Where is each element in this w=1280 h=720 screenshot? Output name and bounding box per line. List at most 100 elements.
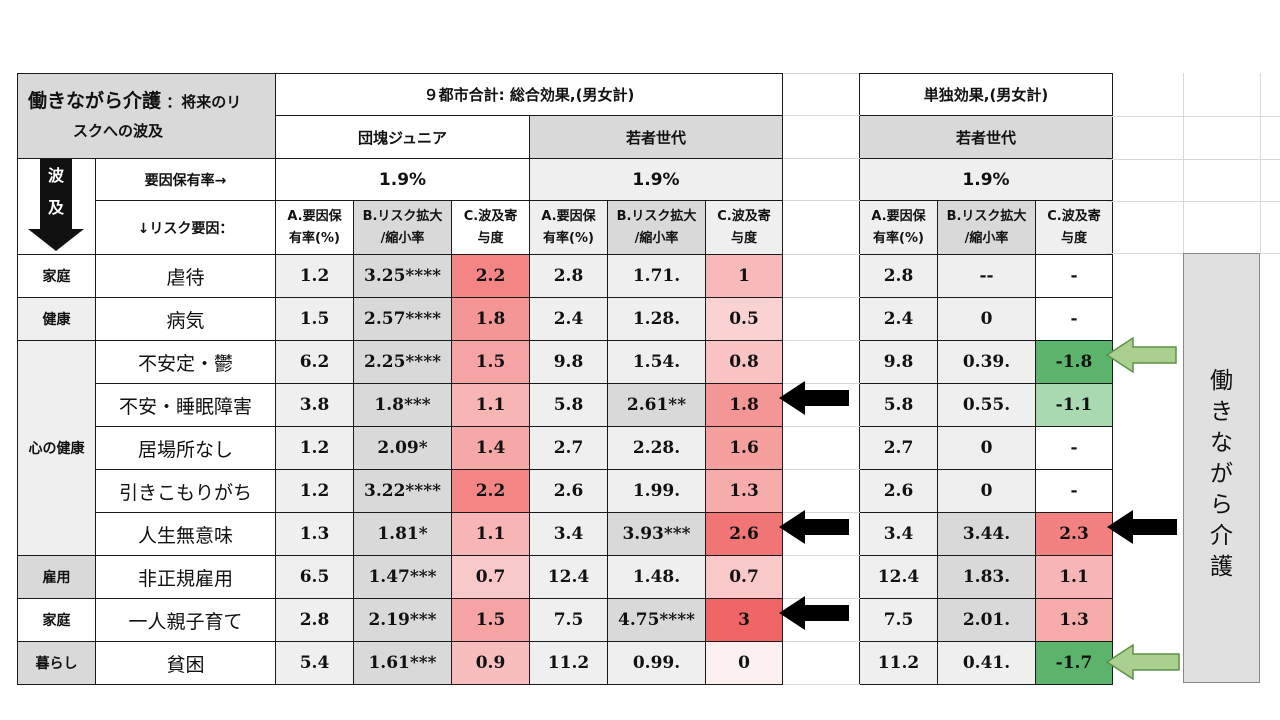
- cell-b: 1.71.: [607, 254, 706, 298]
- col-header-solo-c-line: 与度: [1060, 230, 1087, 246]
- cell-b: 3.25****: [353, 254, 452, 298]
- cell-b: 3.93***: [607, 512, 706, 556]
- cell-a: 2.6: [529, 469, 608, 513]
- cell-b: 0.41.: [937, 641, 1036, 685]
- cell-b: 1.61***: [353, 641, 452, 685]
- col-header-young-a-line: 有率(%): [543, 230, 594, 246]
- side-label-char: 介: [1210, 523, 1233, 549]
- cell-b: 1.99.: [607, 469, 706, 513]
- propagation-arrow-icon: 波及: [28, 159, 84, 251]
- cell-b: 3.22****: [353, 469, 452, 513]
- group-title-total: ９都市合計: 総合効果,(男女計): [275, 73, 783, 116]
- gap-cell: [782, 641, 860, 685]
- col-header-young-c-line: C.波及寄: [717, 208, 771, 224]
- risk-table: 働きながら介護 ：将来のリ スクへの波及 ９都市合計: 総合効果,(男女計) 単独効…: [17, 73, 1113, 685]
- risk-factor-name: 非正規雇用: [95, 555, 276, 599]
- cell-c: 1.3: [1035, 598, 1113, 642]
- cell-b: 1.83.: [937, 555, 1036, 599]
- cell-b: 1.47***: [353, 555, 452, 599]
- risk-factor-name: 不安定・鬱: [95, 340, 276, 384]
- category-label: 家庭: [17, 598, 96, 642]
- segment-young-solo: 若者世代: [859, 115, 1113, 159]
- cell-c: -: [1035, 254, 1113, 298]
- cell-a: 5.8: [859, 383, 938, 427]
- factor-rate-label: 要因保有率→: [95, 157, 276, 202]
- side-label-char: ら: [1210, 492, 1233, 518]
- col-header-dankai-b: B.リスク拡大/縮小率: [353, 200, 452, 255]
- gap-cell: [782, 200, 860, 255]
- cell-a: 11.2: [529, 641, 608, 685]
- cell-b: 2.19***: [353, 598, 452, 642]
- gap-cell: [782, 426, 860, 470]
- cell-a: 2.8: [859, 254, 938, 298]
- cell-b: 0: [937, 426, 1036, 470]
- cell-b: 2.09*: [353, 426, 452, 470]
- cell-c: 2.3: [1035, 512, 1113, 556]
- gridline: [1107, 159, 1280, 160]
- col-header-solo-b-line: B.リスク拡大: [946, 208, 1027, 224]
- cell-a: 11.2: [859, 641, 938, 685]
- cell-c: 1: [705, 254, 783, 298]
- cell-b: 0.99.: [607, 641, 706, 685]
- gridline: [1107, 116, 1280, 117]
- cell-c: 0.9: [451, 641, 530, 685]
- cell-c: -: [1035, 297, 1113, 341]
- side-label-char: き: [1210, 399, 1233, 425]
- cell-b: 0: [937, 297, 1036, 341]
- cell-a: 1.2: [275, 469, 354, 513]
- cell-b: 2.28.: [607, 426, 706, 470]
- col-header-young-a-line: A.要因保: [541, 208, 596, 224]
- factor-rate-dankai: 1.9%: [275, 157, 530, 202]
- cell-a: 2.8: [275, 598, 354, 642]
- risk-factor-name: 一人親子育て: [95, 598, 276, 642]
- col-header-young-c-line: 与度: [730, 230, 757, 246]
- side-label-text: 働きながら介護: [1184, 366, 1259, 583]
- gridline: [1260, 73, 1261, 253]
- cell-c: 0.7: [705, 555, 783, 599]
- cell-c: 0: [705, 641, 783, 685]
- cell-c: 2.2: [451, 469, 530, 513]
- cell-b: 2.25****: [353, 340, 452, 384]
- cell-b: 0.55.: [937, 383, 1036, 427]
- green-arrow-icon: [1105, 643, 1180, 681]
- green-arrow-icon: [1105, 336, 1177, 374]
- cell-b: 1.54.: [607, 340, 706, 384]
- gap-cell: [782, 254, 860, 298]
- cell-a: 2.7: [529, 426, 608, 470]
- col-header-young-c: C.波及寄与度: [705, 200, 783, 255]
- cell-a: 7.5: [529, 598, 608, 642]
- title-sub-2: スクへの波及: [28, 122, 164, 140]
- title-sub-1: ：将来のリ: [161, 93, 242, 111]
- risk-factor-name: 引きこもりがち: [95, 469, 276, 513]
- gridline: [1107, 201, 1280, 202]
- cell-c: 2.6: [705, 512, 783, 556]
- risk-factor-name: 居場所なし: [95, 426, 276, 470]
- col-header-dankai-a-line: 有率(%): [289, 230, 340, 246]
- cell-c: 1.1: [451, 512, 530, 556]
- cell-c: 1.1: [451, 383, 530, 427]
- cell-c: 1.5: [451, 598, 530, 642]
- cell-a: 6.5: [275, 555, 354, 599]
- cell-a: 1.2: [275, 426, 354, 470]
- cell-b: 2.57****: [353, 297, 452, 341]
- cell-a: 3.8: [275, 383, 354, 427]
- propagation-arrow-char: 及: [48, 198, 65, 217]
- col-header-young-b: B.リスク拡大/縮小率: [607, 200, 706, 255]
- category-label: 健康: [17, 297, 96, 341]
- cell-b: 1.28.: [607, 297, 706, 341]
- col-header-solo-b: B.リスク拡大/縮小率: [937, 200, 1036, 255]
- side-label-char: が: [1210, 461, 1233, 487]
- cell-a: 9.8: [859, 340, 938, 384]
- col-header-dankai-a-line: A.要因保: [287, 208, 342, 224]
- gap-cell: [782, 340, 860, 384]
- gridline: [1183, 73, 1184, 253]
- side-label-char: 護: [1210, 554, 1233, 580]
- cell-b: 0: [937, 469, 1036, 513]
- cell-b: 4.75****: [607, 598, 706, 642]
- cell-a: 6.2: [275, 340, 354, 384]
- gap-cell: [782, 157, 860, 202]
- cell-a: 3.4: [859, 512, 938, 556]
- cell-c: -: [1035, 469, 1113, 513]
- cell-c: -1.1: [1035, 383, 1113, 427]
